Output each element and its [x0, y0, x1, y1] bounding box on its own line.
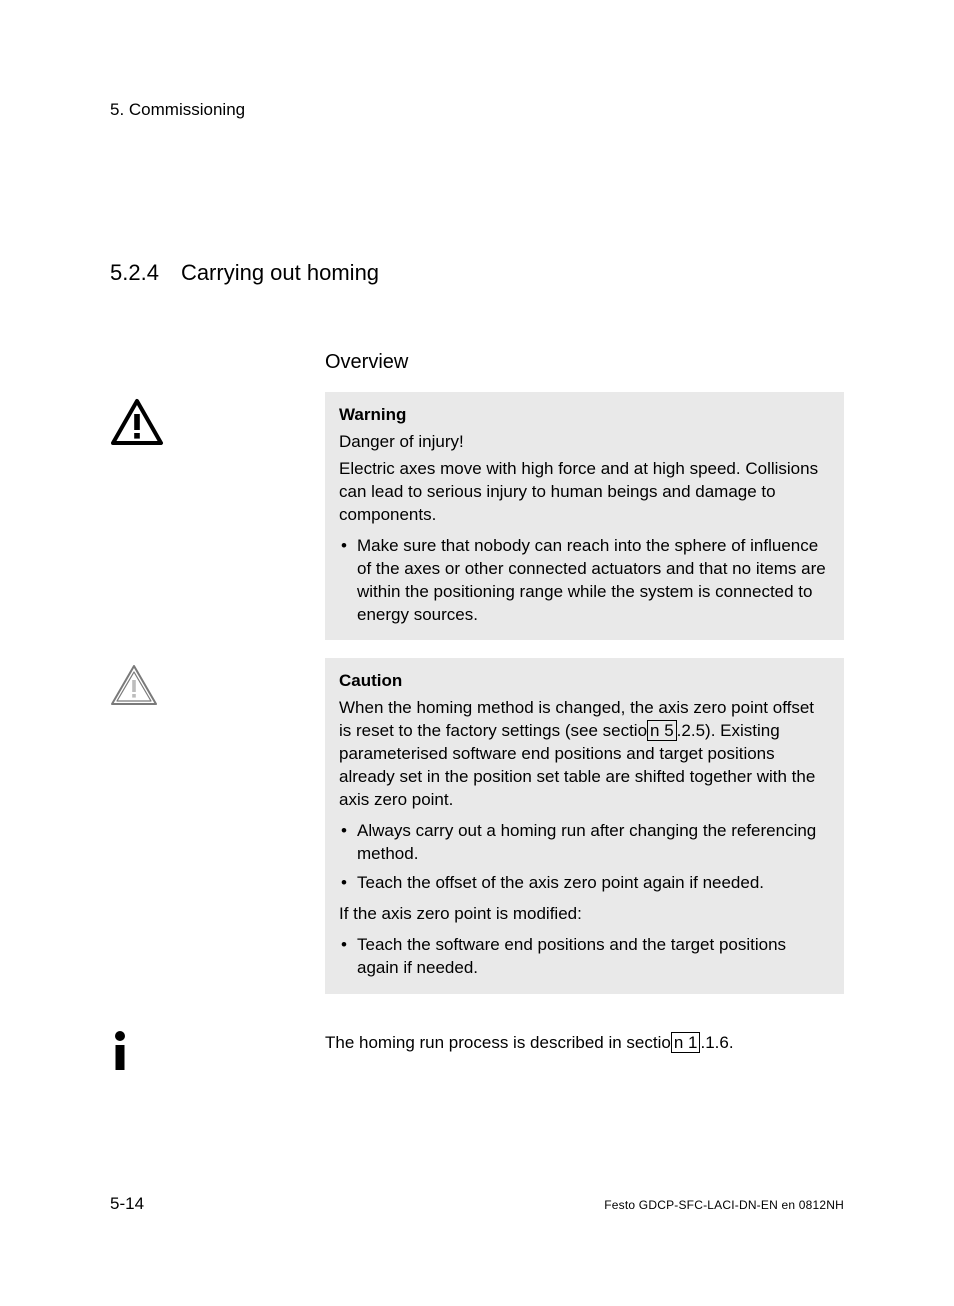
- section-number: 5.2.4: [110, 260, 159, 286]
- info-content: The homing run process is described in s…: [325, 1024, 844, 1072]
- caution-list-1: Always carry out a homing run after chan…: [339, 820, 830, 895]
- caution-para1: When the homing method is changed, the a…: [339, 697, 830, 812]
- caution-bullet-3: Teach the software end positions and the…: [339, 934, 830, 980]
- info-icon-col: [110, 1024, 325, 1072]
- chapter-header: 5. Commissioning: [110, 100, 844, 120]
- caution-title: Caution: [339, 670, 830, 693]
- caution-section-ref[interactable]: n 5: [647, 720, 677, 741]
- caution-admonition: Caution When the homing method is change…: [325, 658, 844, 993]
- info-section-ref[interactable]: n 1: [671, 1032, 701, 1053]
- section-title: Carrying out homing: [181, 260, 379, 286]
- warning-list: Make sure that nobody can reach into the…: [339, 535, 830, 627]
- warning-para1: Electric axes move with high force and a…: [339, 458, 830, 527]
- overview-heading: Overview: [325, 351, 844, 374]
- warning-icon: [110, 398, 325, 446]
- caution-icon-col: [110, 658, 325, 993]
- caution-list-2: Teach the software end positions and the…: [339, 934, 830, 980]
- warning-title: Warning: [339, 404, 830, 427]
- warning-content: Warning Danger of injury! Electric axes …: [325, 392, 844, 640]
- document-id: Festo GDCP-SFC-LACI-DN-EN en 0812NH: [604, 1198, 844, 1212]
- page-footer: 5-14 Festo GDCP-SFC-LACI-DN-EN en 0812NH: [110, 1194, 844, 1214]
- info-note: The homing run process is described in s…: [325, 1024, 844, 1055]
- warning-block: Warning Danger of injury! Electric axes …: [110, 392, 844, 640]
- page: 5. Commissioning 5.2.4 Carrying out homi…: [0, 0, 954, 1306]
- warning-icon-col: [110, 392, 325, 640]
- warning-bullet-1: Make sure that nobody can reach into the…: [339, 535, 830, 627]
- warning-admonition: Warning Danger of injury! Electric axes …: [325, 392, 844, 640]
- info-icon: [110, 1030, 325, 1072]
- info-note-post: .1.6.: [700, 1033, 733, 1052]
- section-heading: 5.2.4 Carrying out homing: [110, 260, 844, 286]
- overview-heading-row: Overview: [325, 351, 844, 374]
- warning-line1: Danger of injury!: [339, 431, 830, 454]
- caution-icon: [110, 664, 325, 706]
- caution-line2: If the axis zero point is modified:: [339, 903, 830, 926]
- info-block: The homing run process is described in s…: [110, 1024, 844, 1072]
- caution-bullet-1: Always carry out a homing run after chan…: [339, 820, 830, 866]
- caution-bullet-2: Teach the offset of the axis zero point …: [339, 872, 830, 895]
- page-number: 5-14: [110, 1194, 144, 1214]
- caution-content: Caution When the homing method is change…: [325, 658, 844, 993]
- info-note-pre: The homing run process is described in s…: [325, 1033, 671, 1052]
- caution-block: Caution When the homing method is change…: [110, 658, 844, 993]
